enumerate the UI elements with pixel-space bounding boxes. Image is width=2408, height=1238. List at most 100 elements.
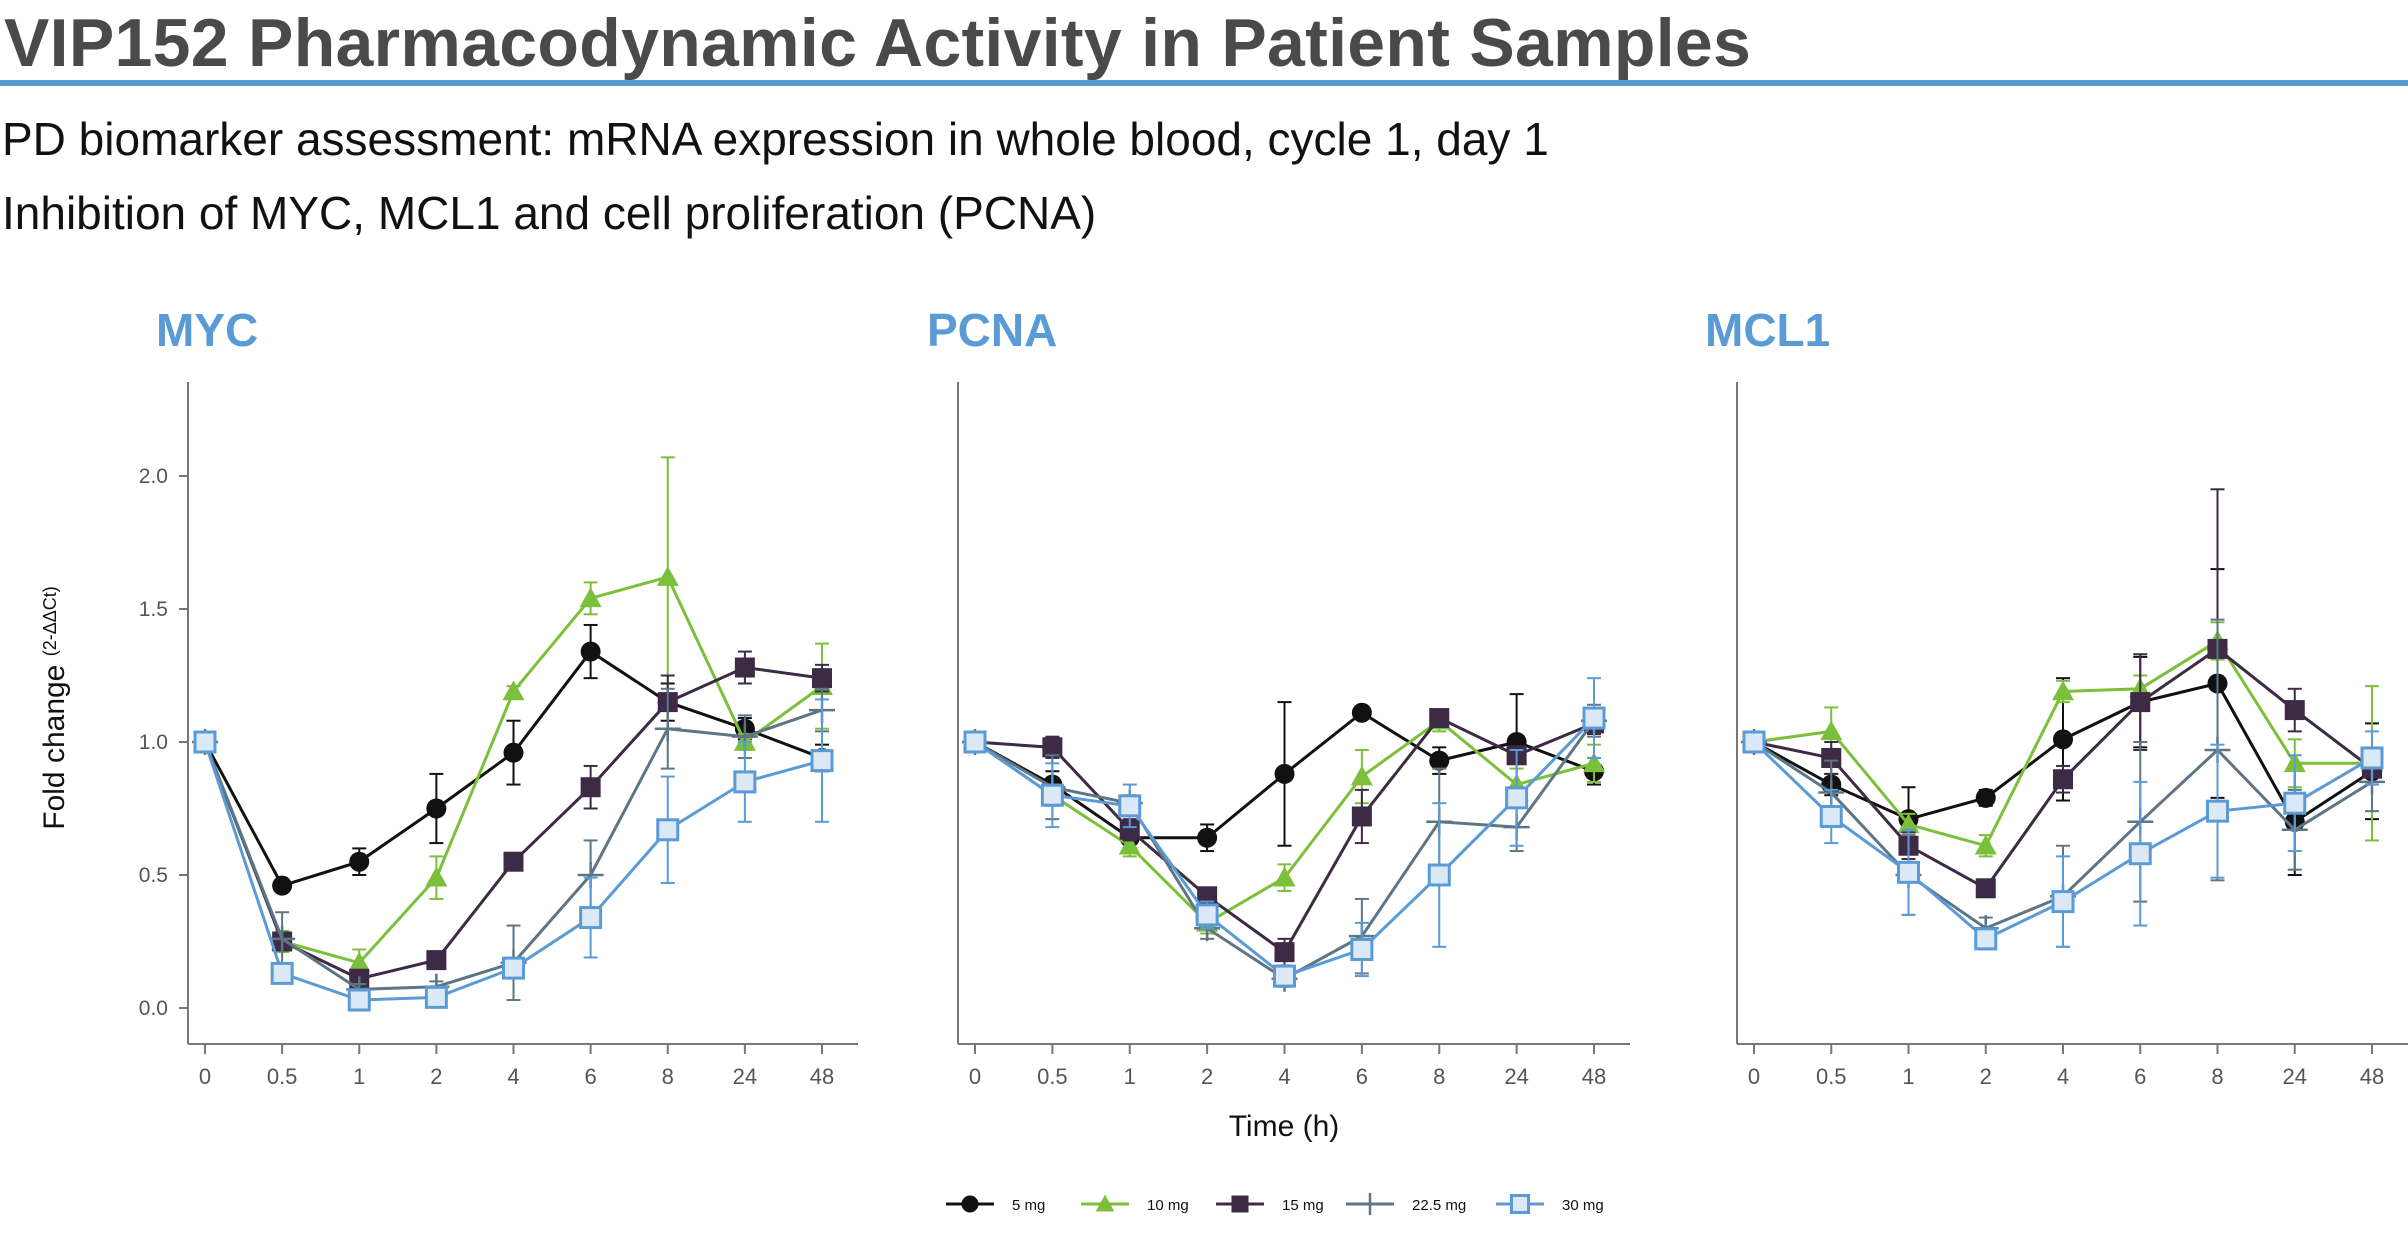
x-tick-label: 24 bbox=[1504, 1064, 1528, 1089]
legend-marker-circle bbox=[961, 1195, 979, 1213]
x-tick-label: 0.5 bbox=[1816, 1064, 1847, 1089]
data-point-square bbox=[734, 657, 755, 678]
data-point-triangle bbox=[502, 680, 525, 701]
data-point-circle bbox=[503, 742, 524, 763]
x-tick-label: 8 bbox=[2211, 1064, 2223, 1089]
series-s30-pcna bbox=[963, 677, 1606, 988]
data-point-triangle bbox=[656, 566, 679, 586]
subtitle-assessment: PD biomarker assessment: mRNA expression… bbox=[2, 113, 1549, 165]
data-point-square bbox=[2284, 700, 2305, 721]
x-tick-label: 48 bbox=[810, 1064, 834, 1089]
data-point-open-square bbox=[1819, 804, 1843, 828]
panel-title-pcna: PCNA bbox=[927, 304, 1057, 356]
legend-item-15-mg: 15 mg bbox=[1216, 1195, 1324, 1214]
data-point-square bbox=[1975, 878, 1996, 899]
legend-label: 22.5 mg bbox=[1412, 1197, 1466, 1214]
legend-marker-open-square bbox=[1510, 1194, 1530, 1214]
y-axis-label: Fold change (2-ΔΔCt) bbox=[38, 586, 71, 830]
x-tick-label: 0 bbox=[969, 1064, 981, 1089]
data-point-square bbox=[1429, 708, 1450, 729]
y-tick-label: 1.5 bbox=[139, 598, 168, 621]
legend-label: 30 mg bbox=[1562, 1197, 1604, 1214]
data-point-circle bbox=[349, 851, 370, 872]
x-tick-label: 24 bbox=[733, 1064, 757, 1089]
data-point-open-square bbox=[1195, 903, 1219, 927]
x-tick-label: 6 bbox=[1356, 1064, 1368, 1089]
panel-title-mcl1: MCL1 bbox=[1705, 304, 1830, 356]
x-tick-label: 48 bbox=[2360, 1064, 2384, 1089]
x-tick-label: 1 bbox=[353, 1064, 365, 1089]
data-point-triangle bbox=[348, 951, 371, 972]
data-point-circle bbox=[1975, 787, 1996, 808]
subtitle-inhibition: Inhibition of MYC, MCL1 and cell prolife… bbox=[2, 187, 1097, 239]
data-point-square bbox=[426, 950, 447, 971]
legend-marker-plus bbox=[1358, 1192, 1382, 1216]
data-point-open-square bbox=[1897, 860, 1920, 884]
legend-marker-square bbox=[1231, 1195, 1249, 1213]
data-point-triangle bbox=[1583, 752, 1605, 773]
data-point-square bbox=[812, 668, 832, 689]
data-point-circle bbox=[272, 875, 293, 896]
x-tick-label: 6 bbox=[585, 1064, 597, 1089]
legend-item-22-5-mg: 22.5 mg bbox=[1346, 1192, 1466, 1216]
data-point-open-square bbox=[270, 961, 294, 985]
data-point-square bbox=[2053, 769, 2073, 790]
x-tick-label: 4 bbox=[507, 1064, 519, 1089]
x-tick-label: 0 bbox=[199, 1064, 211, 1089]
data-point-open-square bbox=[1040, 783, 1064, 807]
data-point-square bbox=[1351, 806, 1372, 827]
data-point-square bbox=[503, 851, 524, 872]
legend-label: 15 mg bbox=[1282, 1197, 1324, 1214]
data-point-open-square bbox=[2360, 746, 2384, 770]
data-point-open-square bbox=[579, 906, 603, 930]
data-point-open-square bbox=[1273, 964, 1296, 988]
data-point-open-square bbox=[2206, 799, 2229, 823]
data-point-triangle bbox=[579, 587, 602, 608]
data-point-triangle bbox=[1820, 720, 1843, 741]
x-tick-label: 2 bbox=[1201, 1064, 1213, 1089]
x-axis-label: Time (h) bbox=[1229, 1110, 1340, 1143]
legend-item-10-mg: 10 mg bbox=[1081, 1194, 1189, 1214]
data-point-open-square bbox=[1505, 786, 1529, 810]
data-point-open-square bbox=[1118, 794, 1142, 818]
x-tick-label: 0.5 bbox=[1037, 1064, 1068, 1089]
data-point-square bbox=[2130, 692, 2151, 713]
legend-item-5-mg: 5 mg bbox=[946, 1195, 1045, 1214]
data-point-open-square bbox=[2051, 890, 2075, 914]
data-point-plus bbox=[654, 715, 681, 742]
x-tick-label: 4 bbox=[2057, 1064, 2069, 1089]
x-tick-label: 0 bbox=[1748, 1064, 1760, 1089]
x-tick-label: 0.5 bbox=[267, 1064, 298, 1089]
x-tick-label: 1 bbox=[1124, 1064, 1136, 1089]
y-tick-label: 2.0 bbox=[139, 465, 168, 488]
legend-item-30-mg: 30 mg bbox=[1496, 1194, 1604, 1214]
x-tick-label: 48 bbox=[1582, 1064, 1606, 1089]
data-point-circle bbox=[1351, 702, 1372, 723]
x-tick-label: 8 bbox=[662, 1064, 674, 1089]
x-tick-label: 2 bbox=[1980, 1064, 1992, 1089]
data-point-open-square bbox=[2283, 791, 2307, 815]
data-point-square bbox=[1821, 747, 1842, 768]
data-point-circle bbox=[1429, 750, 1450, 771]
data-point-triangle bbox=[1350, 765, 1373, 786]
legend-label: 5 mg bbox=[1012, 1197, 1045, 1214]
data-point-plus bbox=[269, 925, 296, 952]
series-s30-mcl1 bbox=[1742, 730, 2384, 951]
series-s10-myc bbox=[194, 456, 833, 978]
data-point-triangle bbox=[425, 866, 448, 887]
x-tick-label: 6 bbox=[2134, 1064, 2146, 1089]
data-point-circle bbox=[426, 798, 447, 819]
data-point-square bbox=[1274, 942, 1295, 963]
data-point-square bbox=[1042, 737, 1063, 758]
data-point-circle bbox=[1197, 827, 1218, 848]
data-point-open-square bbox=[656, 818, 680, 842]
data-point-open-square bbox=[810, 749, 834, 773]
legend-marker-triangle bbox=[1095, 1194, 1115, 1212]
data-point-open-square bbox=[1742, 730, 1766, 754]
x-tick-label: 2 bbox=[430, 1064, 442, 1089]
data-point-open-square bbox=[2128, 842, 2152, 866]
panel-title-myc: MYC bbox=[156, 304, 258, 356]
